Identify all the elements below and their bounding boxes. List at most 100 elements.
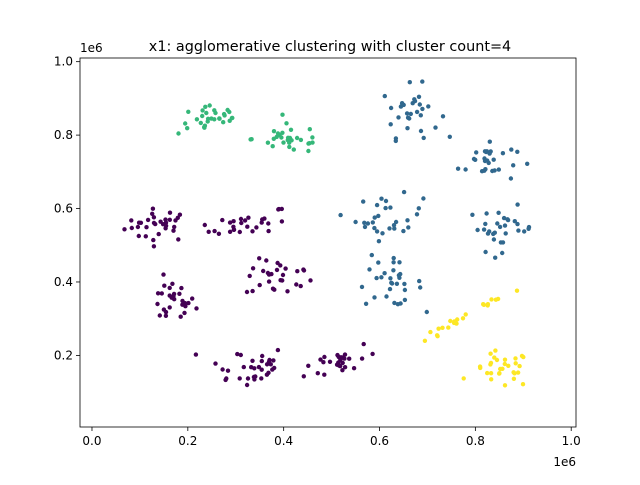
data-point: [268, 362, 273, 367]
data-point: [501, 215, 507, 221]
data-point: [212, 108, 217, 113]
data-point: [271, 136, 276, 141]
data-point: [481, 302, 487, 307]
data-point: [227, 220, 233, 225]
points-layer: [122, 79, 532, 388]
data-point: [288, 127, 294, 132]
data-point: [179, 285, 184, 291]
data-point: [370, 220, 375, 225]
data-point: [452, 319, 457, 324]
data-point: [380, 231, 385, 236]
data-point: [283, 266, 288, 271]
data-point: [238, 216, 244, 222]
data-point: [387, 286, 393, 292]
x-offset-label: 1e6: [553, 455, 576, 469]
data-point: [515, 370, 521, 375]
data-point: [474, 150, 479, 155]
data-point: [496, 210, 501, 215]
data-point: [238, 352, 243, 358]
data-point: [135, 224, 141, 230]
data-point: [202, 125, 207, 130]
data-point: [417, 278, 422, 284]
data-point: [301, 374, 306, 379]
data-point: [225, 368, 231, 373]
data-point: [376, 239, 382, 244]
data-point: [482, 149, 488, 154]
data-point: [194, 117, 200, 122]
data-point: [151, 215, 157, 220]
data-point: [231, 219, 236, 224]
data-point: [475, 227, 480, 233]
data-point: [170, 281, 175, 286]
data-point: [163, 309, 169, 315]
data-point: [405, 126, 410, 131]
data-point: [361, 199, 366, 204]
data-point: [274, 267, 280, 273]
data-point: [513, 356, 518, 361]
data-point: [470, 212, 475, 217]
data-point: [370, 351, 375, 357]
data-point: [463, 167, 468, 172]
data-point: [310, 135, 315, 140]
data-point: [279, 219, 285, 224]
data-point: [414, 212, 420, 217]
x-tick-label: 0.4: [274, 434, 293, 448]
data-point: [244, 382, 250, 388]
data-point: [307, 141, 312, 146]
data-point: [203, 104, 208, 110]
data-point: [446, 325, 451, 330]
data-point: [266, 228, 271, 234]
data-point: [376, 213, 381, 219]
data-point: [212, 228, 217, 234]
data-point: [270, 144, 275, 149]
data-point: [482, 168, 487, 173]
data-point: [176, 131, 181, 136]
data-point: [514, 288, 520, 293]
series-2: [176, 103, 315, 154]
data-point: [180, 298, 185, 304]
data-point: [285, 289, 290, 294]
data-point: [367, 267, 372, 272]
data-point: [193, 352, 199, 357]
y-tick-label: 0.8: [54, 128, 73, 142]
data-point: [161, 272, 166, 277]
data-point: [481, 227, 487, 232]
data-point: [257, 282, 262, 288]
data-point: [129, 218, 134, 223]
data-point: [280, 112, 285, 117]
data-point: [253, 374, 258, 379]
data-point: [216, 231, 222, 236]
data-point: [257, 256, 262, 261]
data-point: [186, 300, 191, 306]
data-point: [151, 237, 156, 243]
data-point: [298, 283, 303, 289]
data-point: [338, 355, 344, 360]
data-point: [447, 134, 452, 139]
data-point: [144, 225, 149, 230]
data-point: [525, 161, 530, 166]
data-point: [278, 263, 283, 268]
data-point: [416, 94, 422, 100]
data-point: [363, 301, 369, 306]
data-point: [359, 284, 365, 290]
data-point: [369, 252, 374, 258]
data-point: [521, 354, 526, 360]
data-point: [515, 221, 520, 227]
data-point: [388, 276, 393, 281]
data-point: [407, 116, 412, 121]
chart-title: x1: agglomerative clustering with cluste…: [149, 39, 511, 55]
y-tick-label: 0.6: [54, 202, 73, 216]
data-point: [500, 151, 506, 156]
y-tick-label: 0.2: [54, 348, 73, 362]
data-point: [497, 224, 503, 230]
data-point: [362, 220, 367, 225]
data-point: [190, 296, 195, 301]
data-point: [318, 357, 323, 362]
data-point: [463, 312, 468, 317]
data-point: [241, 364, 246, 370]
data-point: [374, 202, 380, 208]
data-point: [259, 376, 264, 381]
data-point: [220, 367, 225, 372]
